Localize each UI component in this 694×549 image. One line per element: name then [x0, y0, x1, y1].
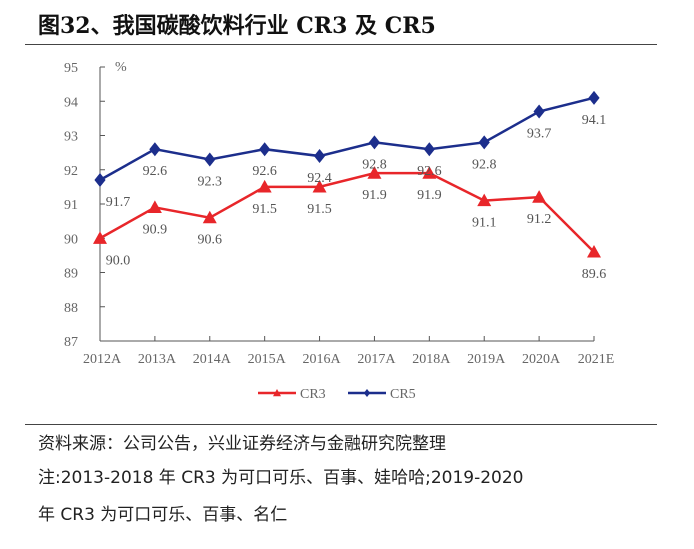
- cr3-data-label: 91.1: [472, 216, 497, 231]
- cr5-data-label: 92.6: [252, 164, 277, 179]
- cr5-point-marker: [588, 90, 600, 105]
- y-axis-unit: %: [115, 60, 127, 75]
- cr3-point-marker: [147, 200, 162, 214]
- cr3-data-label: 91.9: [417, 188, 442, 203]
- cr3-data-label: 91.5: [307, 202, 332, 217]
- cr5-data-label: 92.4: [307, 171, 332, 186]
- cr3-point-marker: [257, 179, 272, 193]
- y-tick-label: 87: [64, 335, 78, 350]
- line-chart: % 87 88 89 90 91 92 93 94 95 2012A 2013A 2014A 2015A…: [64, 60, 615, 402]
- cr5-point-marker: [149, 142, 161, 157]
- cr5-point-marker: [94, 173, 106, 188]
- y-tick-label: 91: [64, 198, 78, 213]
- x-tick-label: 2019A: [467, 352, 506, 367]
- cr3-data-label: 91.9: [362, 188, 387, 203]
- x-tick-label: 2014A: [193, 352, 232, 367]
- cr5-data-label: 92.6: [143, 164, 168, 179]
- legend-cr5-label: CR5: [390, 387, 416, 402]
- cr3-point-marker: [93, 231, 107, 244]
- y-tick-label: 88: [64, 301, 78, 316]
- cr3-point-marker: [422, 166, 437, 179]
- cr3-point-marker: [202, 210, 217, 224]
- x-tick-label: 2012A: [83, 352, 122, 367]
- cr3-data-label: 89.6: [582, 267, 607, 282]
- cr5-point-marker: [533, 104, 545, 119]
- cr3-point-marker: [587, 244, 601, 258]
- footnote-line-2: 年 CR3 为可口可乐、百事、名仁: [38, 505, 288, 525]
- source-note: 资料来源：公司公告，兴业证券经济与金融研究院整理: [38, 434, 446, 454]
- y-tick-label: 94: [64, 95, 78, 110]
- cr5-series-line: [99, 96, 595, 182]
- y-tick-label: 93: [64, 130, 78, 145]
- x-tick-label: 2018A: [412, 352, 451, 367]
- cr5-data-label: 92.8: [472, 157, 497, 172]
- x-tick-label: 2013A: [138, 352, 177, 367]
- cr5-point-marker: [313, 149, 326, 164]
- y-tick-label: 95: [64, 61, 78, 76]
- cr5-data-label: 92.3: [198, 174, 223, 189]
- x-tick-label: 2020A: [522, 352, 561, 367]
- title-divider: [25, 44, 657, 45]
- cr5-point-marker: [423, 142, 435, 157]
- cr5-data-label: 94.1: [582, 113, 607, 128]
- legend-cr3-marker: [273, 389, 281, 397]
- y-tick-label: 92: [64, 164, 78, 179]
- cr3-data-label: 91.2: [527, 212, 552, 227]
- cr5-point-marker: [204, 152, 216, 167]
- x-tick-label: 2017A: [357, 352, 396, 367]
- cr3-data-label: 90.0: [106, 253, 131, 268]
- legend-cr5-marker: [363, 389, 371, 397]
- cr5-data-label: 91.7: [106, 195, 131, 210]
- x-tick-label: 2021E: [578, 352, 615, 367]
- x-tick-label: 2015A: [248, 352, 287, 367]
- cr3-point-marker: [477, 193, 492, 207]
- legend-cr3-label: CR3: [300, 387, 326, 402]
- y-tick-label: 90: [64, 232, 78, 247]
- cr5-point-marker: [368, 135, 381, 150]
- cr3-point-marker: [367, 166, 382, 179]
- cr5-data-label: 92.8: [362, 157, 387, 172]
- cr5-point-marker: [259, 142, 271, 157]
- cr5-data-label: 92.6: [417, 164, 442, 179]
- cr5-point-marker: [478, 135, 490, 150]
- cr3-data-label: 91.5: [252, 202, 277, 217]
- cr3-point-marker: [532, 190, 547, 203]
- cr5-data-label: 93.7: [527, 127, 552, 142]
- source-divider: [25, 424, 657, 425]
- cr3-point-marker: [312, 179, 327, 193]
- x-tick-label: 2016A: [302, 352, 341, 367]
- footnote-line-1: 注:2013-2018 年 CR3 为可口可乐、百事、娃哈哈;2019-2020: [38, 468, 524, 488]
- cr3-series-line: [99, 171, 595, 253]
- figure-title: 图32、我国碳酸饮料行业 CR3 及 CR5: [38, 13, 436, 39]
- cr3-data-label: 90.6: [198, 233, 223, 248]
- cr3-data-label: 90.9: [143, 222, 168, 237]
- y-tick-label: 89: [64, 267, 78, 282]
